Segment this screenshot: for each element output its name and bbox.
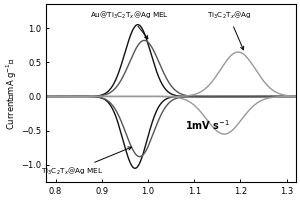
Text: Ti$_3$C$_2$T$_x$@Ag MEL: Ti$_3$C$_2$T$_x$@Ag MEL	[41, 147, 131, 177]
Y-axis label: Current（mA g$^{-1}$）: Current（mA g$^{-1}$）	[4, 56, 19, 130]
Text: Au@Ti$_3$C$_2$T$_x$@Ag MEL: Au@Ti$_3$C$_2$T$_x$@Ag MEL	[90, 10, 169, 39]
Text: 1mV s$^{-1}$: 1mV s$^{-1}$	[185, 118, 231, 132]
Text: Ti$_3$C$_2$T$_x$@Ag: Ti$_3$C$_2$T$_x$@Ag	[207, 10, 251, 50]
